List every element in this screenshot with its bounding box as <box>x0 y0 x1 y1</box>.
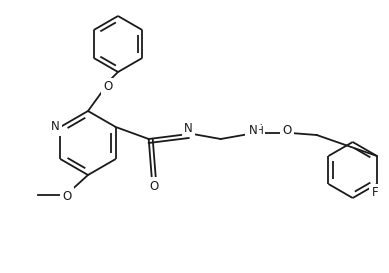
Text: O: O <box>62 189 72 203</box>
Text: N: N <box>51 120 60 133</box>
Text: O: O <box>103 81 113 93</box>
Text: O: O <box>282 124 291 138</box>
Text: H: H <box>256 126 263 136</box>
Text: F: F <box>371 186 378 200</box>
Text: O: O <box>149 180 158 192</box>
Text: N: N <box>247 123 256 135</box>
Text: N: N <box>249 124 258 138</box>
Text: N: N <box>184 121 193 135</box>
Text: H: H <box>255 124 263 134</box>
